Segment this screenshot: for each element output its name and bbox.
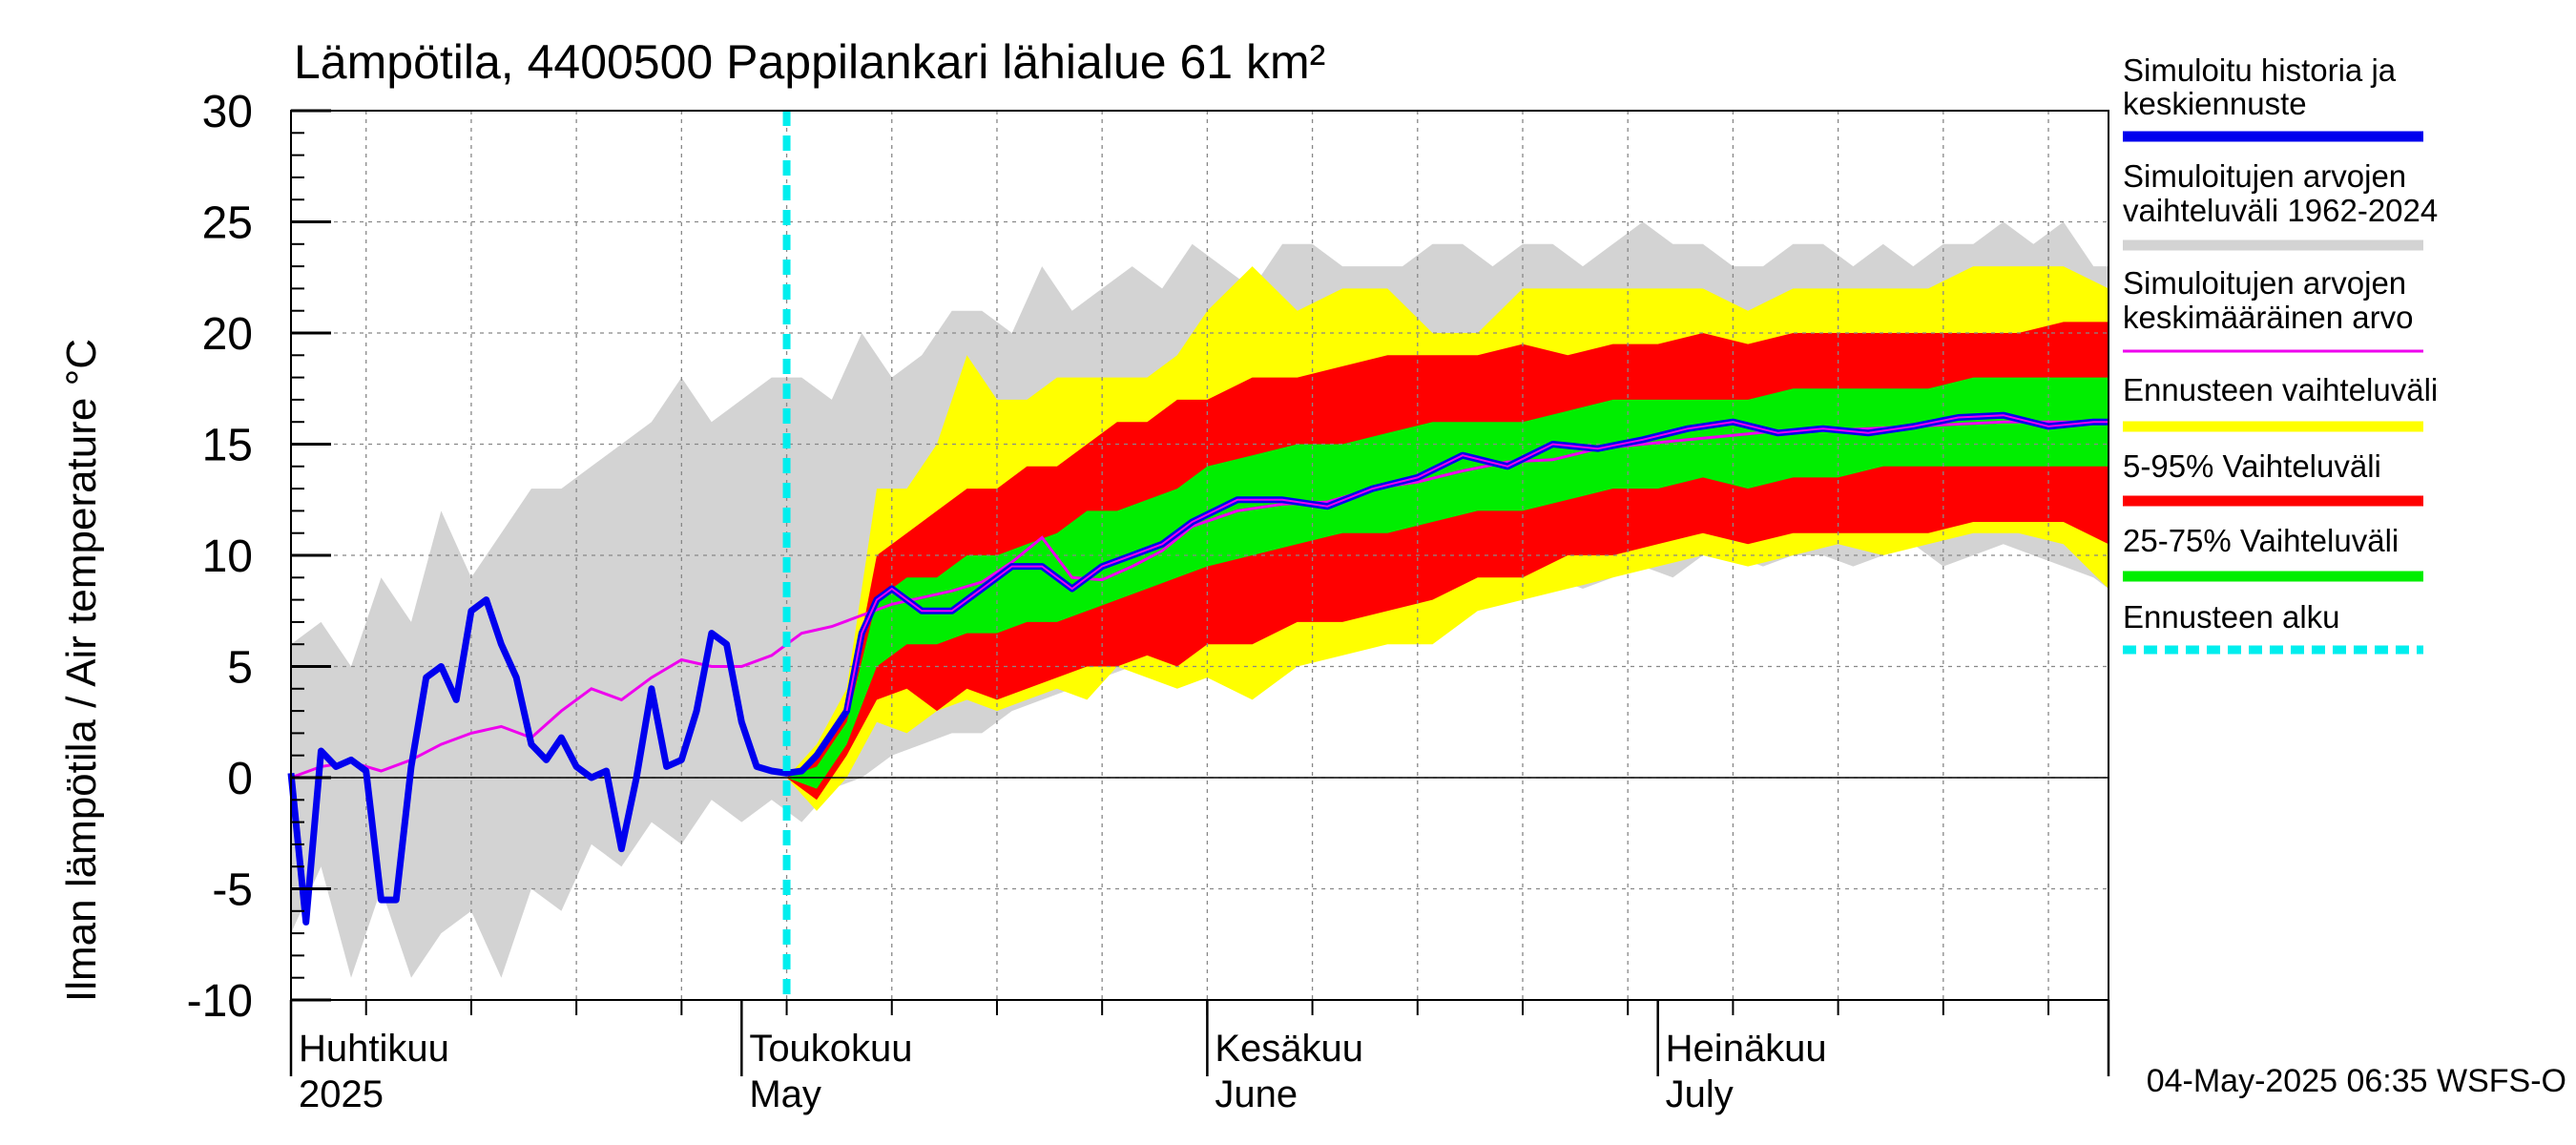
x-month-label: Heinäkuu: [1666, 1028, 1827, 1070]
legend-label: 25-75% Vaihteluväli: [2123, 523, 2399, 558]
p25-75-band: [786, 377, 2109, 789]
y-tick-label: -10: [187, 976, 253, 1027]
y-tick-label: 30: [202, 87, 253, 137]
y-tick-label: 15: [202, 421, 253, 471]
y-tick-label: 10: [202, 531, 253, 582]
history-mean-line: [290, 420, 2109, 780]
x-month-label-en: July: [1666, 1073, 1734, 1115]
y-axis-label: Ilman lämpötila / Air temperature °C: [58, 339, 105, 1002]
x-month-label: Toukokuu: [749, 1028, 912, 1070]
y-tick-label: -5: [212, 865, 253, 916]
x-month-label: Kesäkuu: [1215, 1028, 1363, 1070]
y-axis: -10 -5 0 5 10 15 20 25 30: [187, 87, 331, 1027]
chart-title: Lämpötila, 4400500 Pappilankari lähialue…: [294, 35, 1325, 89]
legend-label: Simuloitujen arvojen: [2123, 158, 2406, 194]
y-tick-label: 20: [202, 309, 253, 360]
legend-label-2: keskimääräinen arvo: [2123, 300, 2413, 335]
legend-label: Simuloitu historia ja: [2123, 52, 2397, 88]
legend-label: Simuloitujen arvojen: [2123, 265, 2406, 301]
forecast-mean-inner-line: [845, 414, 2109, 712]
y-tick-label: 25: [202, 198, 253, 249]
x-month-label-en: June: [1215, 1073, 1298, 1115]
legend-label-2: vaihteluväli 1962-2024: [2123, 193, 2438, 228]
timestamp: 04-May-2025 06:35 WSFS-O: [2147, 1063, 2566, 1099]
range-bands: [291, 221, 2109, 978]
legend-label: Ennusteen vaihteluväli: [2123, 372, 2438, 407]
x-month-label-en: May: [749, 1073, 821, 1115]
y-tick-label: 0: [227, 754, 253, 804]
legend-label-2: keskiennuste: [2123, 86, 2307, 121]
legend-label: Ennusteen alku: [2123, 599, 2340, 635]
y-tick-label: 5: [227, 643, 253, 694]
x-month-label-en: 2025: [299, 1073, 384, 1115]
plot-area: [287, 110, 2109, 1001]
legend-label: 5-95% Vaihteluväli: [2123, 448, 2381, 484]
x-month-label: Huhtikuu: [299, 1028, 449, 1070]
